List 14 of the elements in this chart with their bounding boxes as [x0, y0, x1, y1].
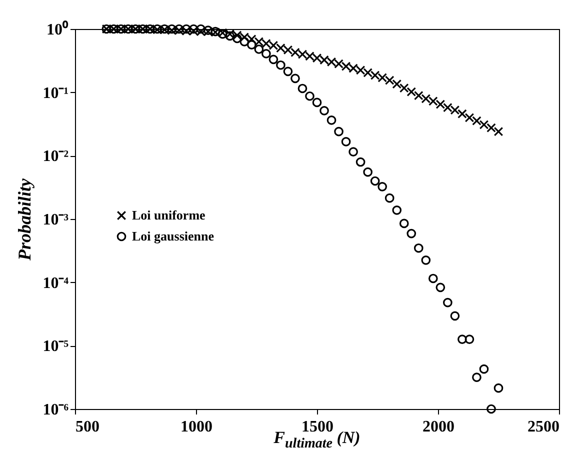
y-axis-title: Probability: [14, 177, 35, 262]
y-tick-label: 10⁻¹: [42, 84, 69, 102]
y-tick-label: 10⁻⁶: [42, 402, 69, 418]
x-tick-label: 500: [76, 418, 100, 436]
y-tick-label: 10⁻²: [42, 148, 69, 166]
x-tick-label: 1000: [180, 418, 212, 436]
legend-label: Loi uniforme: [132, 208, 206, 222]
y-tick-label: 10⁻⁴: [42, 274, 69, 292]
x-tick-label: 2500: [528, 418, 560, 436]
legend-label: Loi gaussienne: [132, 228, 214, 244]
x-tick-label: 2000: [422, 418, 454, 436]
y-tick-label: 10⁰: [46, 20, 68, 38]
y-tick-label: 10⁻³: [42, 212, 69, 228]
y-tick-label: 10⁻⁵: [42, 338, 69, 356]
